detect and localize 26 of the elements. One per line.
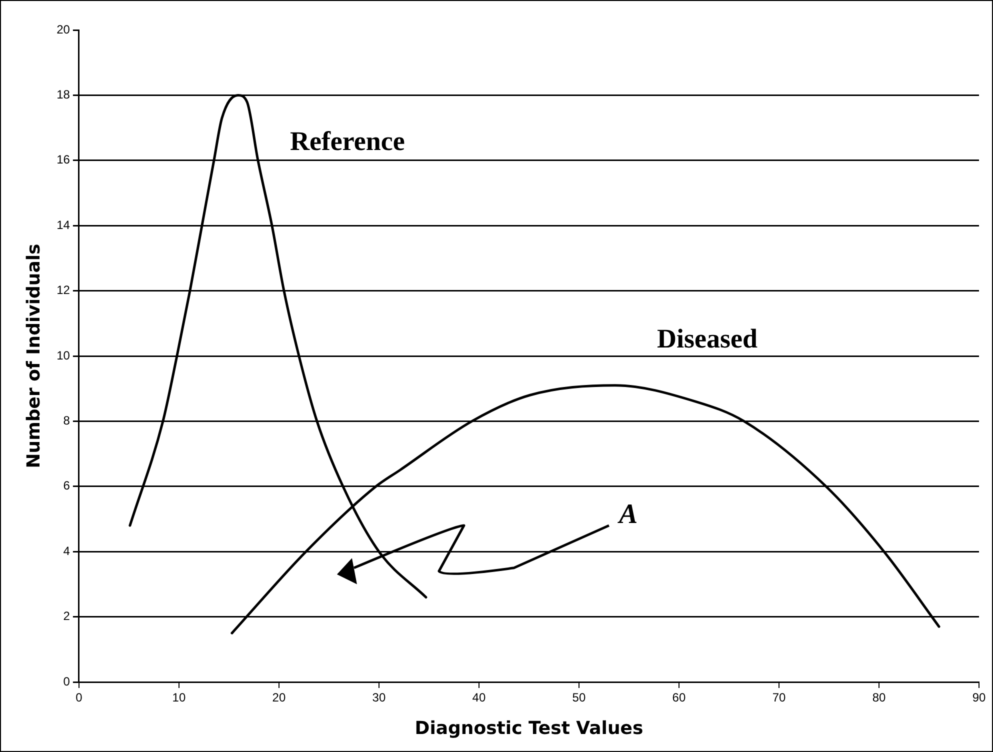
y-tick-label: 8	[63, 414, 70, 428]
y-tick-label: 16	[56, 152, 70, 167]
x-tick-label: 50	[572, 690, 586, 705]
x-tick-label: 20	[272, 690, 286, 705]
x-tick-label: 60	[672, 690, 686, 705]
y-tick-label: 4	[63, 544, 70, 558]
y-tick-label: 14	[56, 218, 70, 232]
y-axis-title: Number of Individuals	[23, 244, 44, 468]
x-axis-title: Diagnostic Test Values	[414, 718, 644, 739]
y-tick-label: 20	[56, 22, 70, 36]
annotation: A	[616, 498, 638, 530]
series-label: Reference	[290, 126, 405, 156]
y-tick-label: 2	[63, 609, 70, 624]
y-tick-label: 12	[56, 283, 70, 298]
x-tick-label: 70	[772, 690, 786, 705]
y-tick-label: 0	[63, 674, 70, 688]
y-tick-label: 6	[63, 478, 70, 493]
x-tick-label: 30	[372, 690, 386, 705]
y-tick-label: 10	[56, 348, 70, 362]
series-label: Diseased	[656, 323, 758, 354]
x-tick-label: 40	[472, 690, 486, 705]
y-tick-label: 18	[56, 88, 70, 102]
x-tick-label: 0	[76, 690, 83, 705]
x-tick-label: 80	[872, 690, 886, 705]
x-tick-label: 10	[172, 690, 186, 705]
x-tick-label: 90	[972, 690, 986, 705]
